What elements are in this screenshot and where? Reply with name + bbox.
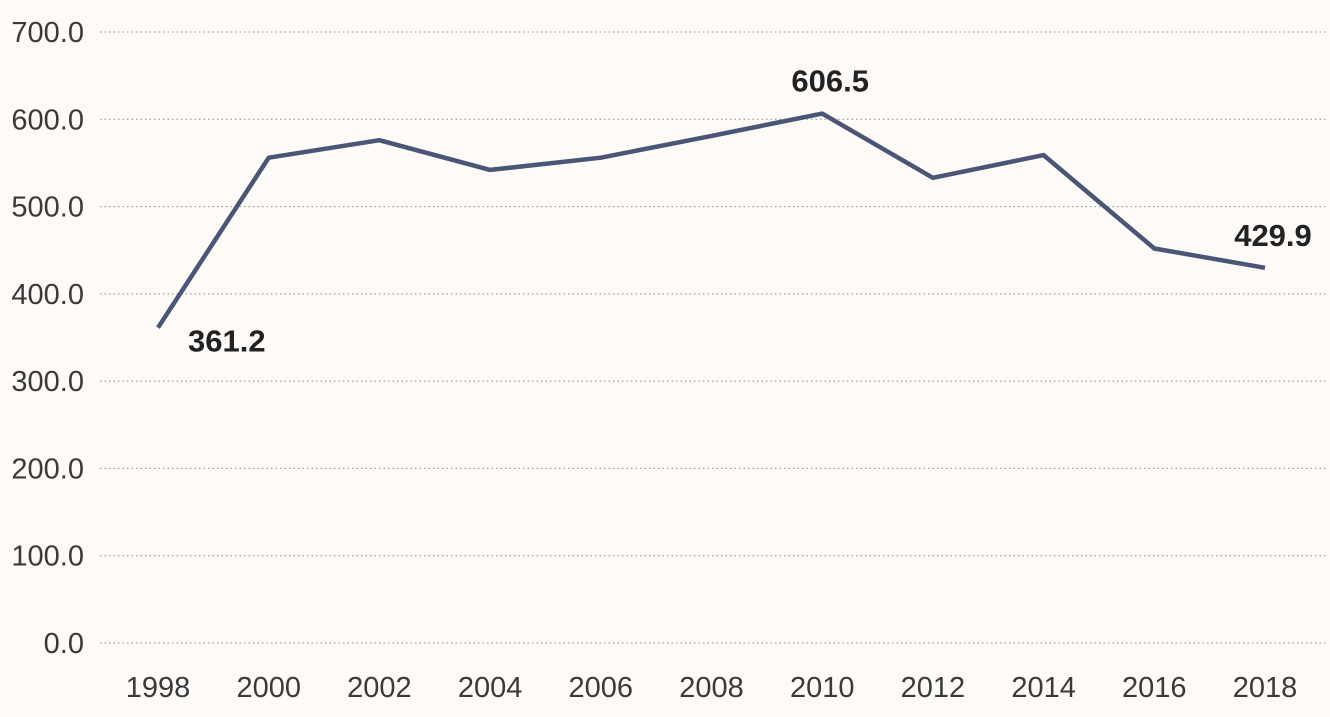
y-tick-label: 0.0 bbox=[44, 628, 84, 660]
y-tick-label: 500.0 bbox=[11, 192, 84, 224]
y-tick-label: 700.0 bbox=[11, 17, 84, 49]
y-tick-label: 300.0 bbox=[11, 366, 84, 398]
data-label: 606.5 bbox=[791, 64, 869, 99]
y-tick-label: 100.0 bbox=[11, 541, 84, 573]
grid-layer bbox=[100, 31, 1326, 644]
series-line bbox=[156, 111, 1266, 329]
y-tick-label: 200.0 bbox=[11, 453, 84, 485]
y-tick-label: 400.0 bbox=[11, 279, 84, 311]
x-tick-label: 2006 bbox=[569, 672, 634, 704]
y-axis: 0.0 100.0 200.0 300.0 400.0 500.0 600.0 700.0 bbox=[11, 17, 84, 660]
x-tick-label: 2008 bbox=[679, 672, 744, 704]
x-tick-label: 2002 bbox=[347, 672, 412, 704]
series-layer bbox=[156, 111, 1266, 329]
x-tick-label: 1998 bbox=[126, 672, 191, 704]
x-tick-label: 2014 bbox=[1011, 672, 1076, 704]
x-tick-label: 2018 bbox=[1233, 672, 1298, 704]
x-axis: 1998 2000 2002 2004 2006 2008 2010 2012 2014 2016… bbox=[126, 672, 1298, 704]
data-labels: 361.2 606.5 429.9 bbox=[188, 64, 1312, 359]
data-label: 361.2 bbox=[188, 324, 266, 359]
x-tick-label: 2016 bbox=[1122, 672, 1187, 704]
x-tick-label: 2004 bbox=[458, 672, 523, 704]
x-tick-label: 2012 bbox=[901, 672, 966, 704]
y-tick-label: 600.0 bbox=[11, 104, 84, 136]
x-tick-label: 2010 bbox=[790, 672, 855, 704]
data-label: 429.9 bbox=[1234, 218, 1312, 253]
x-tick-label: 2000 bbox=[236, 672, 301, 704]
